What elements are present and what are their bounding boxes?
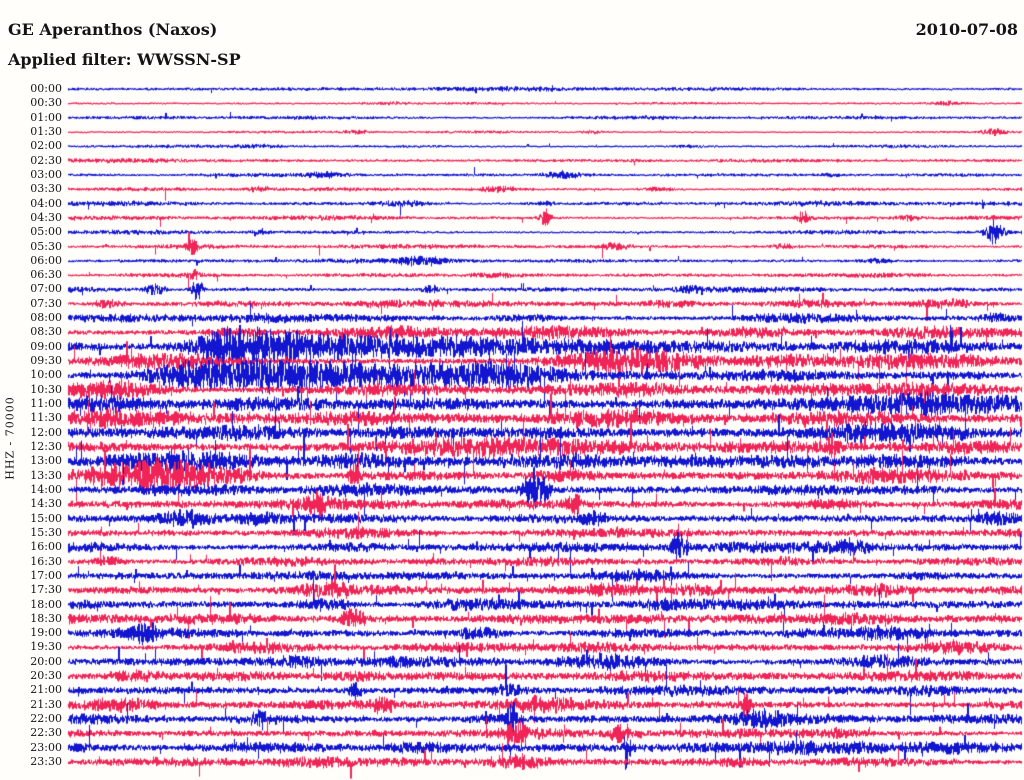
seismogram-traces-canvas xyxy=(0,0,1024,780)
